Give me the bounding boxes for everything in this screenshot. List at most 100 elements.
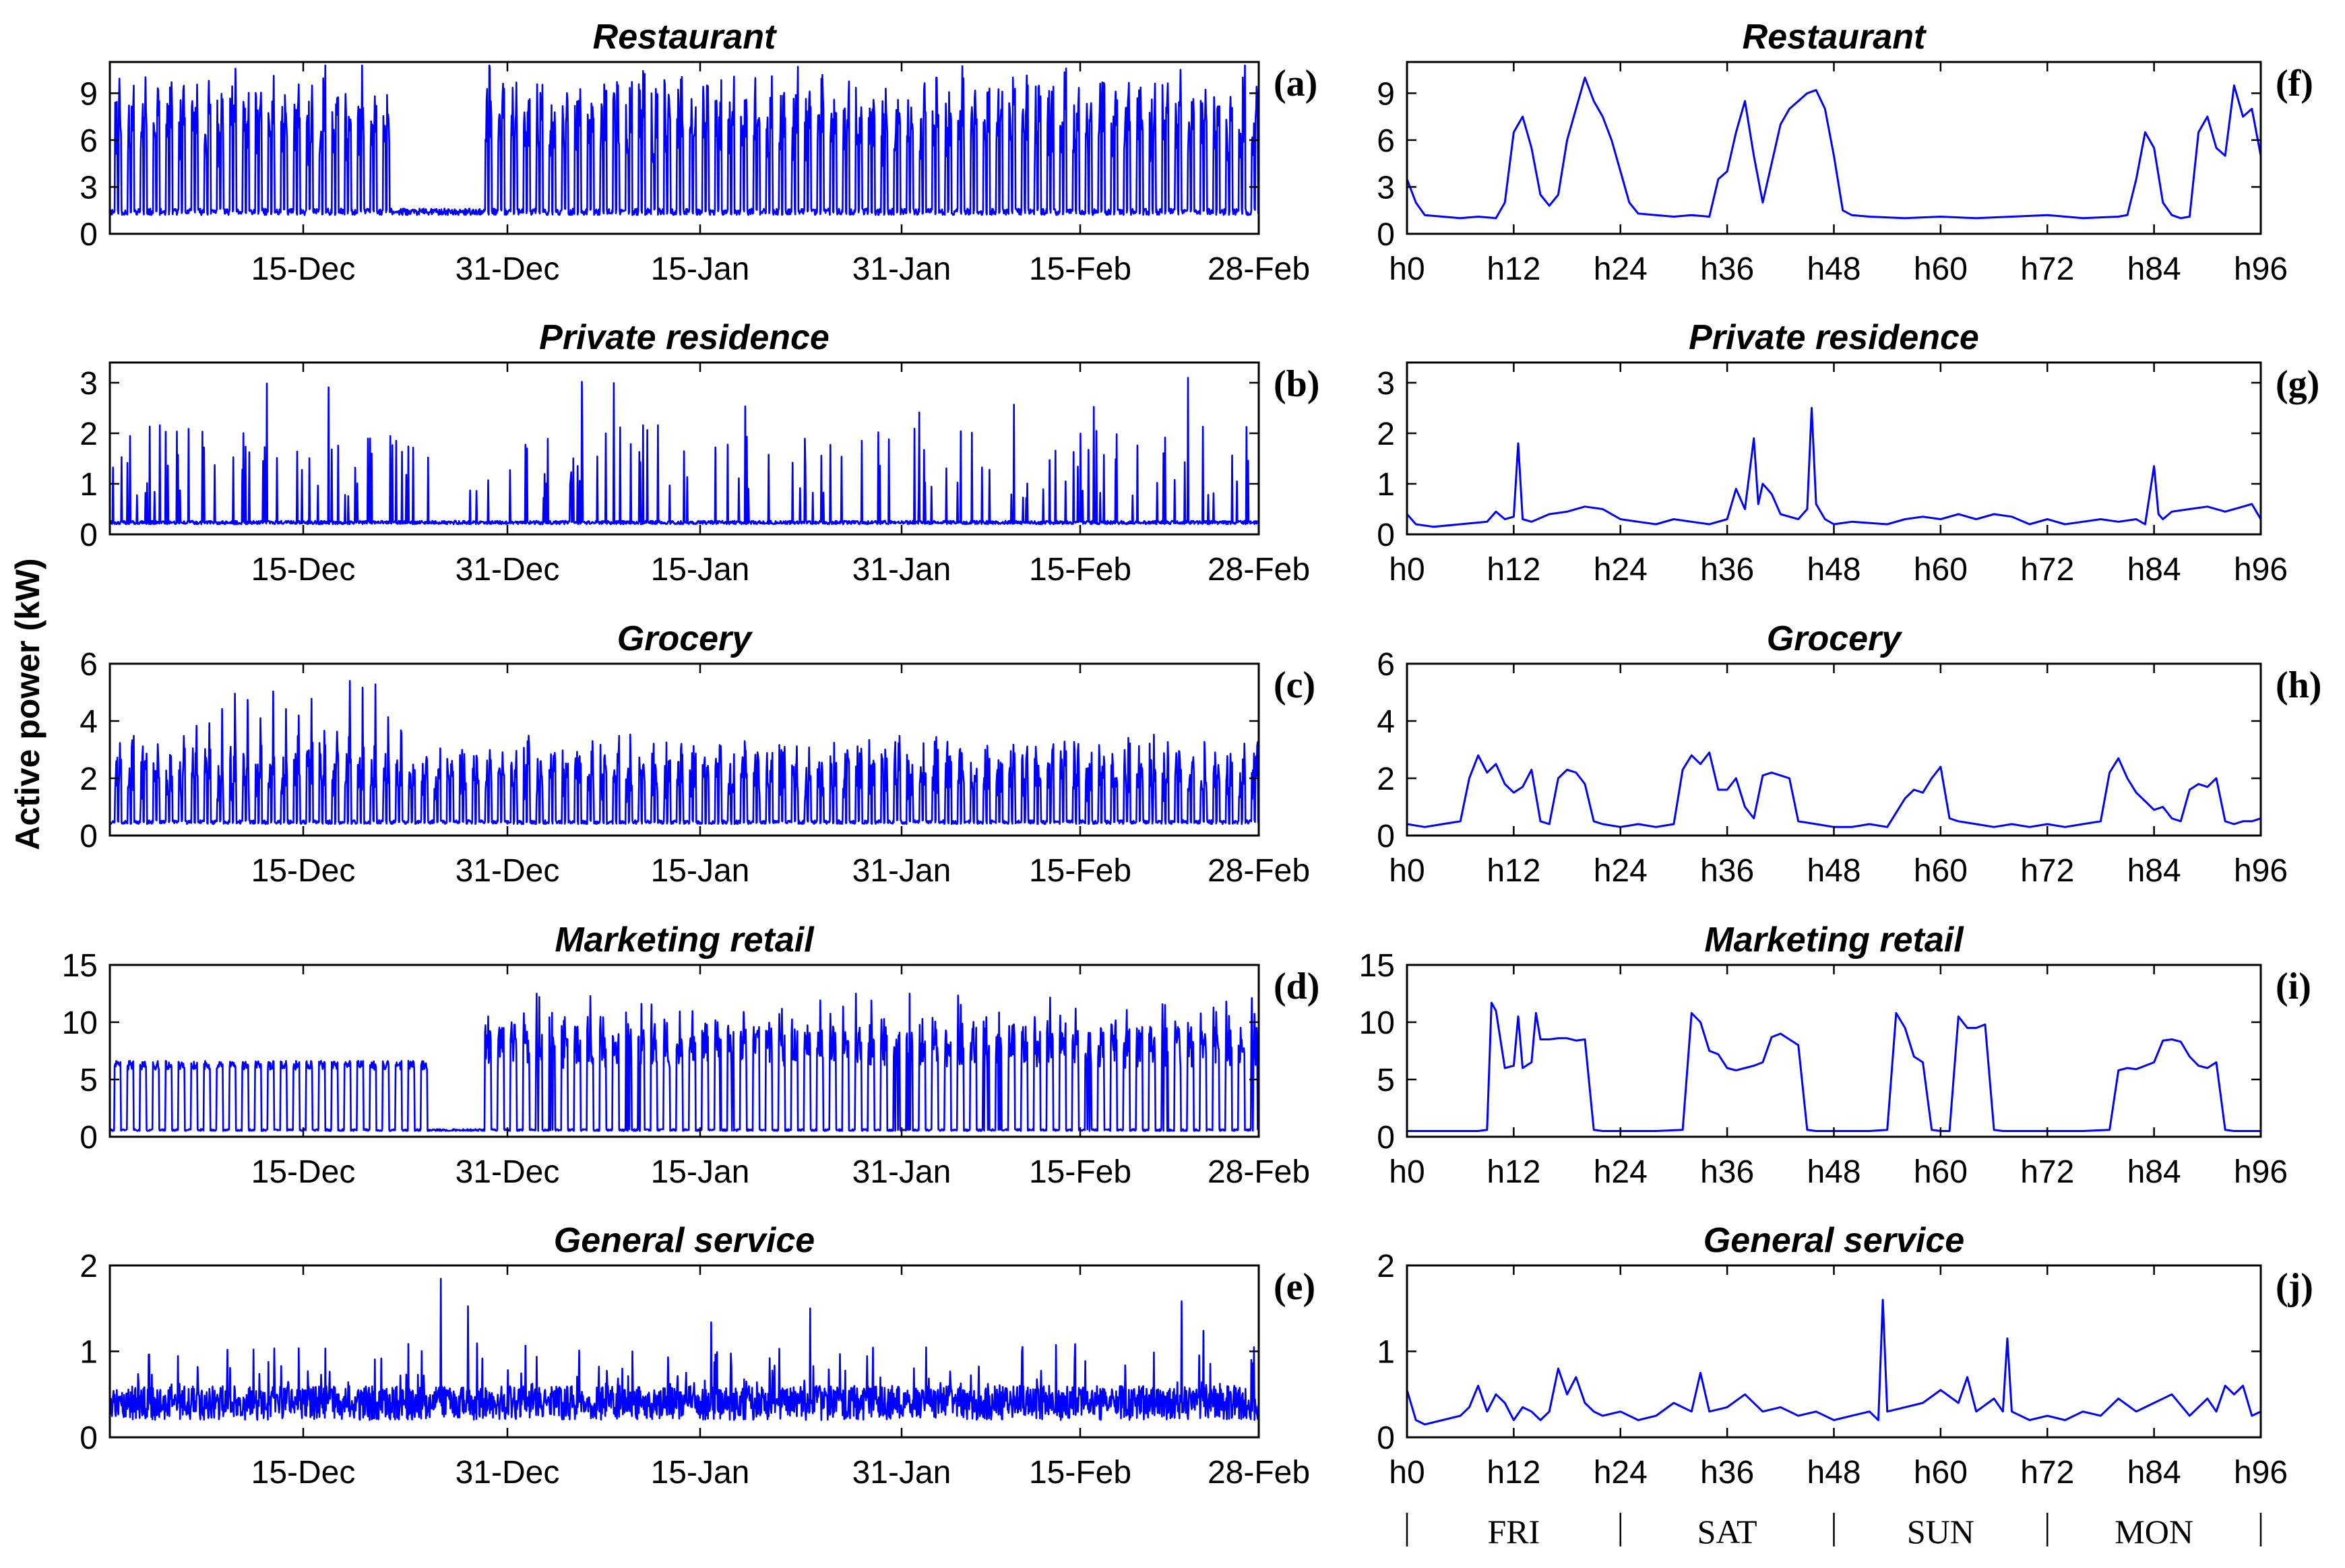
x-tick-label: 31-Jan — [852, 853, 951, 889]
y-tick-label: 0 — [1377, 1420, 1395, 1456]
x-tick-label: h96 — [2234, 1455, 2288, 1491]
x-tick-label: h12 — [1487, 853, 1540, 889]
x-tick-label: h96 — [2234, 552, 2288, 588]
y-tick-label: 6 — [80, 123, 98, 159]
x-tick-label: h96 — [2234, 1154, 2288, 1190]
x-tick-label: 15-Dec — [251, 1154, 356, 1190]
x-tick-label: 15-Jan — [651, 1455, 750, 1491]
panel-label: (g) — [2276, 363, 2319, 405]
y-tick-label: 15 — [1359, 948, 1395, 984]
x-tick-label: h0 — [1389, 853, 1425, 889]
series-line — [1407, 407, 2261, 528]
y-tick-label: 3 — [80, 366, 98, 402]
axes-box — [1406, 1264, 2262, 1439]
y-tick-label: 4 — [80, 704, 98, 740]
x-tick-label: h36 — [1700, 1154, 1754, 1190]
x-tick-label: h24 — [1594, 251, 1648, 287]
x-tick-label: 15-Dec — [251, 853, 356, 889]
panel-title: Private residence — [539, 318, 830, 357]
panel-title: General service — [554, 1221, 815, 1260]
y-tick-label: 3 — [1377, 366, 1395, 402]
x-tick-label: h96 — [2234, 853, 2288, 889]
x-tick-label: h84 — [2127, 853, 2181, 889]
y-tick-label: 2 — [1377, 416, 1395, 452]
x-tick-label: 15-Jan — [651, 853, 750, 889]
x-tick-label: h12 — [1487, 251, 1540, 287]
series-line — [1407, 751, 2261, 828]
panel-f: Restaurant (f) 0 3 6 9 h0 h12 h24 h36 h48 h60 h72 h84… — [1377, 18, 2313, 287]
x-tick-label: h84 — [2127, 1455, 2181, 1491]
panel-label: (e) — [1274, 1266, 1315, 1308]
x-tick-label: 28-Feb — [1208, 552, 1310, 588]
panel-title: Grocery — [1767, 619, 1904, 658]
y-tick-label: 6 — [1377, 647, 1395, 683]
x-tick-label: 15-Feb — [1029, 1455, 1131, 1491]
x-tick-label: 15-Jan — [651, 251, 750, 287]
x-tick-label: 31-Jan — [852, 1455, 951, 1491]
panel-title: Private residence — [1689, 318, 1979, 357]
x-tick-label: h36 — [1700, 251, 1754, 287]
x-tick-label: h36 — [1700, 853, 1754, 889]
x-tick-label: h60 — [1914, 1154, 1968, 1190]
x-tick-label: h48 — [1807, 552, 1861, 588]
axes-box — [108, 361, 1260, 536]
x-tick-label: h0 — [1389, 1154, 1425, 1190]
y-tick-label: 0 — [80, 217, 98, 253]
x-tick-label: h0 — [1389, 1455, 1425, 1491]
day-labels: FRI SAT SUN MON — [1406, 1513, 2262, 1550]
x-tick-label: 31-Dec — [456, 1154, 560, 1190]
x-tick-label: h72 — [2020, 1154, 2074, 1190]
panel-j: General service (j) 0 1 2 h0 h12 h24 h36 h48 h60 h7… — [1377, 1221, 2313, 1491]
axes-box — [1406, 964, 2262, 1138]
x-tick-label: 15-Dec — [251, 1455, 356, 1491]
x-tick-label: h12 — [1487, 552, 1540, 588]
panel-title: Grocery — [617, 619, 754, 658]
panel-label: (h) — [2276, 664, 2321, 706]
x-tick-label: h84 — [2127, 1154, 2181, 1190]
panel-title: Marketing retail — [555, 920, 815, 960]
panel-g: Private residence (g) 0 1 2 3 h0 h12 h24 h36 h48 h6… — [1377, 318, 2319, 588]
axes-box — [108, 964, 1260, 1138]
y-tick-label: 10 — [1359, 1005, 1395, 1041]
panel-label: (c) — [1274, 664, 1315, 706]
x-tick-label: h24 — [1594, 552, 1648, 588]
y-tick-label: 2 — [1377, 761, 1395, 797]
x-tick-label: 28-Feb — [1208, 1455, 1310, 1491]
y-tick-label: 2 — [80, 1249, 98, 1284]
panel-h: Grocery (h) 0 2 4 6 h0 h12 h24 h36 h48 h60 h72 h84 h96 — [1377, 619, 2321, 889]
y-tick-label: 5 — [1377, 1063, 1395, 1098]
panel-title: General service — [1703, 1221, 1964, 1260]
x-tick-label: 31-Dec — [456, 1455, 560, 1491]
series-line — [110, 64, 1259, 216]
panel-label: (a) — [1274, 63, 1317, 104]
x-tick-label: h72 — [2020, 552, 2074, 588]
panel-a: Restaurant (a) 0 3 6 9 15-Dec 31-Dec 15-Jan 31-Ja… — [80, 18, 1317, 287]
y-tick-label: 0 — [80, 1120, 98, 1156]
y-tick-label: 0 — [1377, 518, 1395, 553]
panel-title: Restaurant — [593, 18, 778, 57]
axes-box — [1406, 662, 2262, 837]
x-tick-label: h12 — [1487, 1154, 1540, 1190]
y-tick-label: 10 — [62, 1005, 98, 1041]
axes-box — [1406, 361, 2262, 536]
series-line — [1407, 1001, 2261, 1132]
x-tick-label: h48 — [1807, 1455, 1861, 1491]
panel-b: Private residence (b) 0 1 2 3 15-Dec 31-Dec 15-J… — [80, 318, 1319, 588]
x-tick-label: h12 — [1487, 1455, 1540, 1491]
y-tick-label: 9 — [80, 76, 98, 112]
x-tick-label: 15-Feb — [1029, 853, 1131, 889]
axes-box — [108, 662, 1260, 837]
x-tick-label: 31-Jan — [852, 1154, 951, 1190]
x-tick-label: 28-Feb — [1208, 1154, 1310, 1190]
x-tick-label: h48 — [1807, 853, 1861, 889]
y-tick-label: 2 — [80, 761, 98, 797]
y-tick-label: 3 — [1377, 170, 1395, 206]
x-tick-label: h60 — [1914, 251, 1968, 287]
panel-title: Restaurant — [1743, 18, 1927, 57]
x-tick-label: h60 — [1914, 853, 1968, 889]
y-tick-label: 0 — [1377, 217, 1395, 253]
y-tick-label: 0 — [1377, 1120, 1395, 1156]
series-line — [1407, 76, 2261, 220]
x-tick-label: h24 — [1594, 1154, 1648, 1190]
x-tick-label: h96 — [2234, 251, 2288, 287]
